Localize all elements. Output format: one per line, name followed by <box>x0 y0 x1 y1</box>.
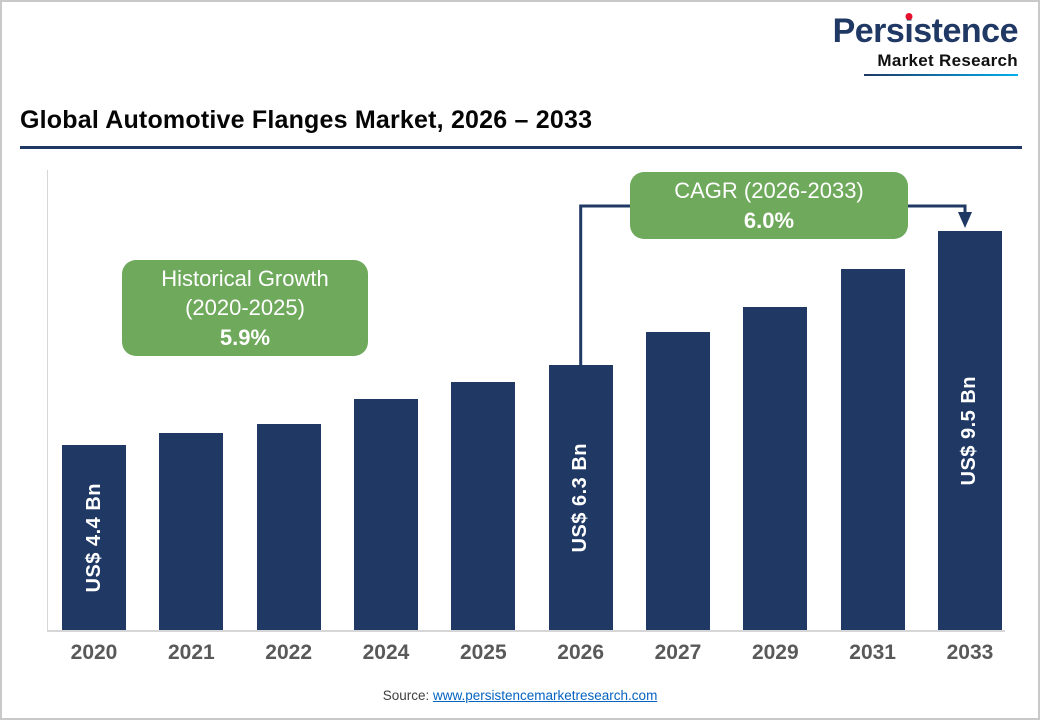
x-axis-label-2027: 2027 <box>654 641 702 664</box>
bar-2033: US$ 9.5 Bn <box>937 231 1002 630</box>
bar-2024 <box>353 399 418 630</box>
historical-growth-callout: Historical Growth (2020-2025) 5.9% <box>122 260 368 356</box>
x-axis-label-2025: 2025 <box>459 641 507 664</box>
logo-name: Persistence <box>832 12 1019 50</box>
bar-2025 <box>451 382 516 630</box>
bar-rect-2027 <box>645 332 710 630</box>
bar-rect-2031 <box>840 269 905 630</box>
bar-2029 <box>743 307 808 630</box>
x-axis-label-2020: 2020 <box>70 641 118 664</box>
logo-subtitle: Market Research <box>877 50 1018 70</box>
y-axis-line <box>47 170 48 631</box>
bar-value-label-2020: US$ 4.4 Bn <box>82 482 105 593</box>
cagr-value: 6.0% <box>743 207 795 233</box>
cagr-label: CAGR (2026-2033) <box>674 178 864 204</box>
brand-logo: Persistence Market Research <box>832 12 1019 76</box>
logo-red-dot-i: i <box>904 12 914 50</box>
bar-rect-2029 <box>743 307 808 630</box>
bar-2031 <box>840 269 905 630</box>
bar-2027 <box>645 332 710 630</box>
x-axis-label-2031: 2031 <box>849 641 896 664</box>
chart-title: Global Automotive Flanges Market, 2026 –… <box>20 106 593 134</box>
bar-rect-2020: US$ 4.4 Bn <box>62 445 126 630</box>
logo-underline <box>864 73 1018 76</box>
x-axis-label-2024: 2024 <box>362 641 410 664</box>
bar-rect-2024 <box>353 399 418 630</box>
source-label: Source: <box>382 688 430 703</box>
bar-rect-2025 <box>451 382 516 630</box>
bar-2022 <box>256 424 321 630</box>
x-axis-labels: 2020 2021 2022 2024 2025 2026 2027 2029 2031 2033 <box>62 641 1002 665</box>
x-axis-label-2021: 2021 <box>167 641 215 664</box>
x-axis-label-2029: 2029 <box>751 641 799 664</box>
x-axis-label-2022: 2022 <box>265 641 313 664</box>
bar-value-label-2033: US$ 9.5 Bn <box>958 375 981 486</box>
bar-2020: US$ 4.4 Bn <box>62 445 126 630</box>
historical-growth-label: Historical Growth (2020-2025) <box>161 266 329 321</box>
bar-rect-2033: US$ 9.5 Bn <box>937 231 1002 630</box>
bar-rect-2021 <box>159 433 224 630</box>
bar-rect-2022 <box>256 424 321 630</box>
x-axis-line <box>47 630 1005 632</box>
source-line: Source: www.persistencemarketresearch.co… <box>2 688 1038 703</box>
bar-value-label-2026: US$ 6.3 Bn <box>569 442 592 553</box>
cagr-callout: CAGR (2026-2033) 6.0% <box>630 172 908 239</box>
bars: US$ 4.4 Bn US$ 6.3 Bn US$ 9.5 Bn <box>62 170 1002 630</box>
bar-2026: US$ 6.3 Bn <box>548 365 613 630</box>
bar-rect-2026: US$ 6.3 Bn <box>548 365 613 630</box>
x-axis-label-2026: 2026 <box>557 641 604 664</box>
x-axis-label-2033: 2033 <box>946 641 994 664</box>
bar-2021 <box>159 433 224 630</box>
historical-growth-value: 5.9% <box>219 324 271 350</box>
source-link[interactable]: www.persistencemarketresearch.com <box>432 688 658 703</box>
title-underline <box>20 146 1022 149</box>
